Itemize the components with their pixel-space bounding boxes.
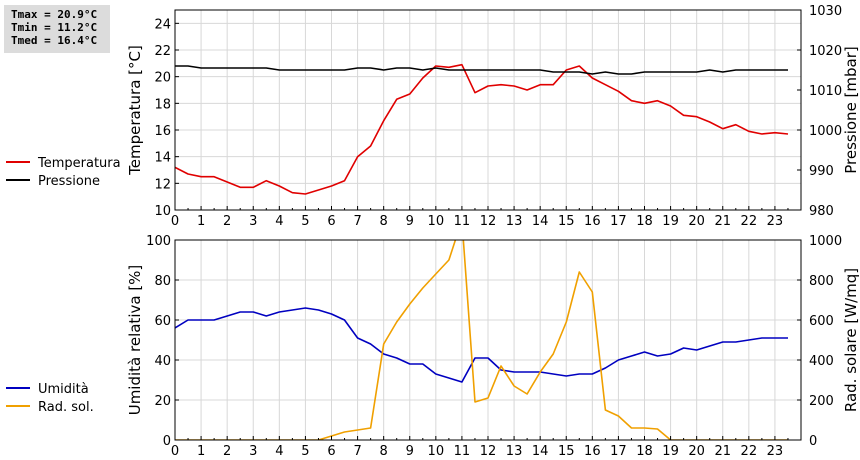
x-tick-label: 2 <box>223 444 231 459</box>
tmax-label: Tmax = 20.9°C <box>11 8 98 21</box>
y-right-axis-label: Pressione [mbar] <box>842 46 860 174</box>
y-left-axis-label: Temperatura [°C] <box>126 45 144 176</box>
x-tick-label: 12 <box>480 214 497 229</box>
y-right-tick-label: 1020 <box>809 44 842 59</box>
x-tick-label: 3 <box>249 444 257 459</box>
y-left-tick-label: 100 <box>146 234 171 249</box>
chart-panel-1: 0 1 2 3 4 5 6 7 8 9 10 11 12 13 14 15 16 17 18 19 20 21 22 2310… <box>6 4 860 229</box>
legend: Umidità Rad. sol. <box>6 382 94 415</box>
x-tick-label: 15 <box>558 214 575 229</box>
y-right-tick-label: 0 <box>809 434 817 449</box>
x-tick-label: 9 <box>406 444 414 459</box>
x-tick-label: 4 <box>275 444 283 459</box>
x-tick-label: 13 <box>506 214 523 229</box>
x-tick-label: 21 <box>714 214 731 229</box>
tmin-label: Tmin = 11.2°C <box>11 21 98 34</box>
y-left-tick-label: 80 <box>154 274 171 289</box>
series-group <box>175 240 788 440</box>
y-right-tick-label: 980 <box>809 204 834 219</box>
x-tick-label: 0 <box>171 214 179 229</box>
series-line-temperatura <box>175 63 789 195</box>
y-right-tick-label: 1030 <box>809 4 842 19</box>
x-tick-label: 19 <box>662 444 679 459</box>
y-left-tick-label: 18 <box>154 97 171 112</box>
y-left-tick-label: 20 <box>154 394 171 409</box>
x-tick-label: 10 <box>428 444 445 459</box>
series-line-umidit <box>175 307 788 383</box>
legend-label: Temperatura <box>37 156 121 171</box>
y-right-tick-label: 990 <box>809 164 834 179</box>
x-tick-label: 1 <box>197 444 205 459</box>
x-tick-label: 14 <box>532 444 549 459</box>
x-tick-label: 13 <box>506 444 523 459</box>
y-right-axis-label: Rad. solare [W/mq] <box>842 268 860 412</box>
y-left-tick-label: 14 <box>154 151 171 166</box>
chart-panel-2: 0 1 2 3 4 5 6 7 8 9 10 11 12 13 14 15 16 17 18 19 20 21 22 2302… <box>6 234 860 459</box>
x-tick-label: 4 <box>275 214 283 229</box>
x-tick-label: 23 <box>767 214 784 229</box>
y-right-tick-label: 1010 <box>809 84 842 99</box>
x-tick-label: 16 <box>584 214 601 229</box>
x-tick-label: 0 <box>171 444 179 459</box>
x-tick-label: 23 <box>767 444 784 459</box>
x-tick-label: 3 <box>249 214 257 229</box>
y-right-tick-label: 800 <box>809 274 834 289</box>
y-right-tick-label: 600 <box>809 314 834 329</box>
y-left-tick-label: 20 <box>154 71 171 86</box>
x-tick-label: 2 <box>223 214 231 229</box>
x-tick-label: 11 <box>454 214 471 229</box>
series-group <box>175 63 789 195</box>
y-right-tick-label: 1000 <box>809 124 842 139</box>
y-left-tick-label: 16 <box>154 124 171 139</box>
x-tick-label: 11 <box>454 444 471 459</box>
x-tick-label: 15 <box>558 444 575 459</box>
x-tick-label: 8 <box>380 214 388 229</box>
x-tick-label: 10 <box>428 214 445 229</box>
x-tick-label: 5 <box>301 444 309 459</box>
x-tick-label: 9 <box>406 214 414 229</box>
stats-box: Tmax = 20.9°C Tmin = 11.2°C Tmed = 16.4°… <box>4 5 110 53</box>
legend-label: Umidità <box>38 382 89 397</box>
x-tick-label: 8 <box>380 444 388 459</box>
x-tick-label: 12 <box>480 444 497 459</box>
x-tick-label: 17 <box>610 444 627 459</box>
x-tick-label: 6 <box>327 444 335 459</box>
y-left-tick-label: 22 <box>154 44 171 59</box>
tmed-label: Tmed = 16.4°C <box>11 34 98 47</box>
y-left-axis-label: Umidità relativa [%] <box>126 265 144 416</box>
y-left-tick-label: 40 <box>154 354 171 369</box>
y-right-tick-label: 1000 <box>809 234 842 249</box>
x-tick-label: 5 <box>301 214 309 229</box>
x-tick-label: 1 <box>197 214 205 229</box>
x-tick-label: 19 <box>662 214 679 229</box>
series-line-pressione <box>175 65 788 75</box>
x-tick-label: 6 <box>327 214 335 229</box>
x-tick-label: 20 <box>688 214 705 229</box>
x-tick-label: 18 <box>636 214 653 229</box>
y-right-tick-label: 400 <box>809 354 834 369</box>
x-tick-label: 18 <box>636 444 653 459</box>
legend-label: Pressione <box>38 174 100 189</box>
x-tick-label: 7 <box>353 214 361 229</box>
x-tick-label: 7 <box>353 444 361 459</box>
x-tick-label: 14 <box>532 214 549 229</box>
y-left-tick-label: 60 <box>154 314 171 329</box>
x-tick-label: 20 <box>688 444 705 459</box>
x-tick-label: 22 <box>741 214 758 229</box>
x-tick-label: 17 <box>610 214 627 229</box>
x-tick-label: 22 <box>741 444 758 459</box>
legend-label: Rad. sol. <box>38 400 94 415</box>
series-line-rad-sol <box>175 240 788 440</box>
legend: Temperatura Pressione <box>6 156 121 189</box>
y-left-tick-label: 24 <box>154 17 171 32</box>
y-left-tick-label: 0 <box>163 434 171 449</box>
x-tick-label: 16 <box>584 444 601 459</box>
x-tick-label: 21 <box>714 444 731 459</box>
y-left-tick-label: 12 <box>154 177 171 192</box>
y-left-tick-label: 10 <box>154 204 171 219</box>
y-right-tick-label: 200 <box>809 394 834 409</box>
